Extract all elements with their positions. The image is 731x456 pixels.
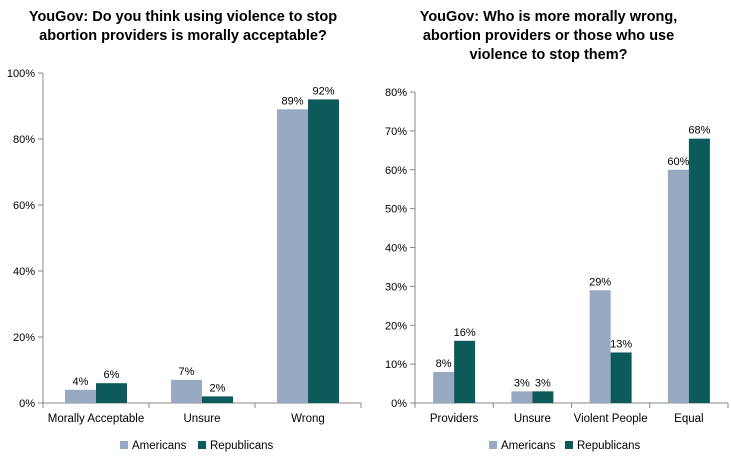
- legend-swatch-americans: [120, 441, 128, 449]
- y-tick-label: 20%: [13, 332, 35, 344]
- data-label: 13%: [610, 338, 632, 350]
- y-tick-label: 20%: [385, 320, 407, 332]
- bar-republicans: [96, 383, 127, 403]
- x-tick-label: Unsure: [514, 413, 551, 425]
- bar-americans: [589, 290, 611, 403]
- data-label: 4%: [73, 376, 89, 388]
- y-tick-label: 0%: [19, 398, 35, 410]
- x-tick-label: Wrong: [291, 413, 325, 425]
- data-label: 60%: [667, 156, 689, 168]
- chart-title-line: abortion providers or those who use: [422, 28, 675, 44]
- data-label: 89%: [281, 95, 303, 107]
- data-label: 7%: [179, 366, 195, 378]
- x-tick-label: Equal: [674, 413, 703, 425]
- bar-republicans: [610, 352, 632, 403]
- y-tick-label: 0%: [391, 398, 407, 410]
- legend-label: Republicans: [210, 440, 274, 452]
- legend-label: Americans: [501, 440, 556, 452]
- legend-label: Americans: [132, 440, 187, 452]
- chart-title-line: YouGov: Do you think using violence to s…: [28, 9, 338, 25]
- data-label: 92%: [312, 85, 334, 97]
- y-tick-label: 100%: [7, 68, 35, 80]
- bar-republicans: [532, 391, 554, 403]
- y-tick-label: 80%: [385, 87, 407, 99]
- y-tick-label: 40%: [385, 243, 407, 255]
- data-label: 3%: [535, 377, 551, 389]
- bar-americans: [511, 391, 533, 403]
- y-tick-label: 70%: [385, 126, 407, 138]
- x-tick-label: Unsure: [183, 413, 220, 425]
- chart-title: YouGov: Who is more morally wrong, abort…: [366, 8, 731, 65]
- y-tick-label: 30%: [385, 281, 407, 293]
- data-label: 8%: [436, 358, 452, 370]
- y-tick-label: 50%: [385, 204, 407, 216]
- y-tick-label: 40%: [13, 266, 35, 278]
- bar-republicans: [688, 138, 710, 403]
- data-label: 2%: [210, 382, 226, 394]
- bar-republicans: [308, 99, 339, 404]
- bar-republicans: [454, 340, 476, 403]
- y-tick-label: 60%: [13, 200, 35, 212]
- data-label: 3%: [514, 377, 530, 389]
- bar-republicans: [202, 396, 233, 403]
- chart-title-line: violence to stop them?: [469, 47, 628, 63]
- bar-americans: [277, 109, 308, 404]
- bar-chart-plot: 0% 20% 40% 60% 80% 100% Morally Acceptable 4% 6%…: [7, 68, 362, 452]
- x-tick-label: Providers: [430, 413, 479, 425]
- bar-americans: [65, 389, 96, 403]
- x-tick-label: Violent People: [574, 413, 648, 425]
- chart-violence-acceptable: YouGov: Do you think using violence to s…: [0, 8, 366, 452]
- y-tick-label: 80%: [13, 134, 35, 146]
- data-label: 68%: [688, 125, 710, 137]
- legend-swatch-americans: [489, 441, 497, 449]
- legend-label: Republicans: [577, 440, 641, 452]
- chart-more-morally-wrong: YouGov: Who is more morally wrong, abort…: [366, 0, 731, 456]
- bar-americans: [171, 379, 202, 403]
- legend-swatch-republicans: [198, 441, 206, 449]
- x-tick-label: Morally Acceptable: [48, 413, 145, 425]
- chart-title-line: abortion providers is morally acceptable…: [39, 28, 327, 44]
- y-tick-label: 10%: [385, 359, 407, 371]
- legend-swatch-republicans: [565, 441, 573, 449]
- data-label: 6%: [104, 369, 120, 381]
- chart-title: YouGov: Do you think using violence to s…: [0, 8, 366, 46]
- bar-americans: [433, 371, 455, 403]
- y-tick-label: 60%: [385, 165, 407, 177]
- bar-americans: [667, 169, 689, 403]
- data-label: 29%: [589, 276, 611, 288]
- data-label: 16%: [454, 327, 476, 339]
- bar-chart-plot: 0% 10% 20% 30% 40% 50% 60% 70% 80% Providers 8% 16%…: [385, 87, 729, 452]
- chart-title-line: YouGov: Who is more morally wrong,: [419, 9, 678, 25]
